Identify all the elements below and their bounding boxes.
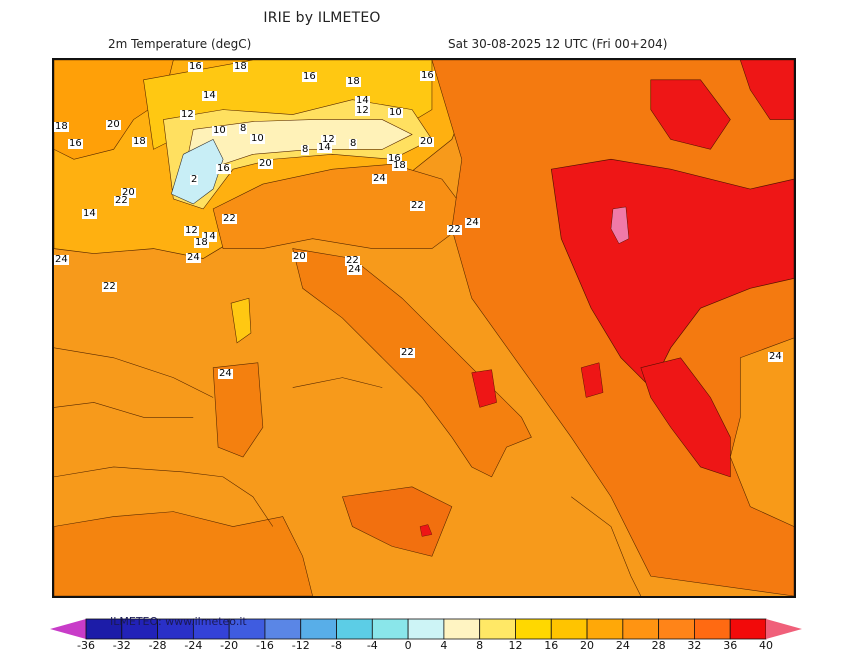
colorbar-tick: -24 [184, 639, 203, 652]
contour-label: 16 [216, 163, 231, 174]
contour-label: 10 [212, 125, 227, 136]
colorbar-tick: 12 [508, 639, 523, 652]
variable-label: 2m Temperature (degC) [108, 37, 252, 51]
contour-label: 10 [388, 107, 403, 118]
colorbar-tick: 36 [723, 639, 738, 652]
contour-label: 14 [202, 90, 217, 101]
contour-label: 10 [250, 133, 265, 144]
contour-label: 14 [202, 231, 217, 242]
contour-label: 24 [768, 351, 783, 362]
map-field [54, 60, 794, 596]
contour-label: 8 [239, 123, 248, 134]
contour-label: 22 [345, 255, 360, 266]
colorbar-tick: 4 [440, 639, 448, 652]
contour-label: 24 [186, 252, 201, 263]
contour-label: 14 [82, 208, 97, 219]
colorbar-ticks: -36 -32 -28 -24 -20 -16 -12 -8 -4 0 4 8 12 16 20 24 28 32… [0, 639, 850, 653]
contour-label: 16 [387, 153, 402, 164]
contour-label: 24 [54, 254, 69, 265]
contour-label: 14 [355, 95, 370, 106]
contour-label: 16 [420, 70, 435, 81]
colorbar-tick: -4 [366, 639, 378, 652]
contour-label: 20 [419, 136, 434, 147]
high-arrow [766, 619, 802, 639]
colorbar-tick: -32 [112, 639, 131, 652]
colorbar-tick: 8 [476, 639, 484, 652]
colorbar-tick: -8 [331, 639, 342, 652]
contour-label: 20 [106, 119, 121, 130]
contour-label: 12 [355, 105, 370, 116]
colorbar-tick: -16 [255, 639, 274, 652]
contour-label: 16 [68, 138, 83, 149]
colorbar-tick: 20 [580, 639, 595, 652]
contour-label: 8 [349, 138, 358, 149]
colorbar-tick: 40 [759, 639, 773, 652]
colorbar-tick: -28 [148, 639, 167, 652]
contour-label: 12 [180, 109, 195, 120]
low-arrow [50, 619, 86, 639]
contour-label: 24 [218, 368, 233, 379]
contour-label: 24 [465, 217, 480, 228]
contour-label: 18 [233, 61, 248, 72]
contour-label: 2 [190, 174, 199, 185]
contour-label: 8 [301, 144, 310, 155]
temperature-map: 16 18 16 18 16 14 12 14 12 10 18 20 16 18 10 8 10 12 8 14 8 2… [52, 58, 796, 598]
colorbar-tick: 0 [404, 639, 412, 652]
valid-time-label: Sat 30-08-2025 12 UTC (Fri 00+204) [448, 37, 668, 51]
chart-title: IRIE by ILMETEO [263, 10, 381, 26]
contour-label: 24 [372, 173, 387, 184]
colorbar-tick: -20 [220, 639, 239, 652]
contour-label: 12 [321, 134, 336, 145]
contour-label: 18 [54, 121, 69, 132]
contour-label: 16 [302, 71, 317, 82]
colorbar-tick: 16 [544, 639, 559, 652]
contour-label: 14 [317, 142, 332, 153]
contour-label: 22 [400, 347, 415, 358]
colorbar-tick: 28 [651, 639, 666, 652]
colorbar-tick: 24 [615, 639, 630, 652]
contour-label: 22 [410, 200, 425, 211]
contour-label: 20 [258, 158, 273, 169]
contour-label: 22 [114, 195, 129, 206]
contour-label: 22 [222, 213, 237, 224]
contour-label: 22 [447, 224, 462, 235]
colorbar-tick: 32 [687, 639, 702, 652]
contour-label: 18 [194, 237, 209, 248]
contour-label: 20 [121, 187, 136, 198]
watermark: ILMETEO: www.ilmeteo.it [110, 615, 247, 628]
contour-label: 24 [347, 264, 362, 275]
contour-label: 12 [184, 225, 199, 236]
contour-label: 16 [188, 61, 203, 72]
colorbar-tick: -36 [77, 639, 95, 652]
contour-label: 18 [392, 160, 407, 171]
contour-label: 18 [132, 136, 147, 147]
colorbar [50, 618, 802, 640]
contour-label: 18 [346, 76, 361, 87]
colorbar-tick: -12 [291, 639, 310, 652]
contour-label: 22 [102, 281, 117, 292]
contour-label: 20 [292, 251, 307, 262]
